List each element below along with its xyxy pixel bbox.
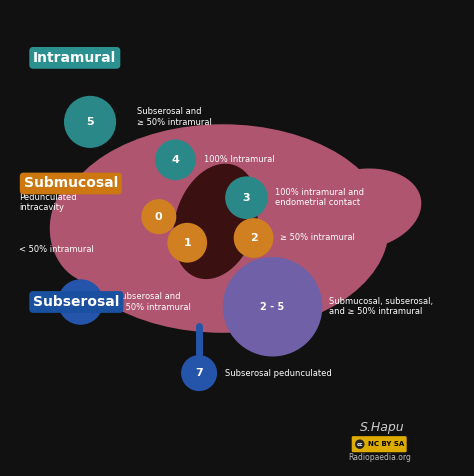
Ellipse shape: [299, 169, 421, 251]
Text: 6: 6: [77, 297, 84, 307]
Circle shape: [155, 139, 196, 180]
Circle shape: [58, 279, 103, 325]
Circle shape: [223, 257, 322, 357]
Circle shape: [355, 439, 365, 449]
Text: Subserosal and
≥ 50% intramural: Subserosal and ≥ 50% intramural: [137, 108, 212, 127]
Text: 5: 5: [86, 117, 94, 127]
Circle shape: [64, 96, 116, 148]
Circle shape: [181, 355, 217, 391]
Text: 1: 1: [183, 238, 191, 248]
Text: 2 - 5: 2 - 5: [260, 302, 285, 312]
Circle shape: [234, 218, 273, 258]
Text: ≥ 50% intramural: ≥ 50% intramural: [280, 234, 355, 242]
Circle shape: [167, 223, 207, 263]
Text: Intramural: Intramural: [33, 51, 117, 65]
Text: Pedunculated
intracavity: Pedunculated intracavity: [19, 193, 77, 212]
Ellipse shape: [173, 164, 258, 279]
Circle shape: [141, 199, 176, 234]
Text: S.Hapu: S.Hapu: [360, 421, 405, 434]
Text: < 50% intramural: < 50% intramural: [19, 245, 94, 254]
Text: 4: 4: [172, 155, 179, 165]
Text: cc: cc: [356, 442, 363, 446]
Text: Subserosal: Subserosal: [33, 295, 119, 309]
Ellipse shape: [50, 174, 140, 283]
Text: 7: 7: [195, 368, 203, 378]
Text: 100% intramural and
endometrial contact: 100% intramural and endometrial contact: [275, 188, 364, 208]
Text: 100% Intramural: 100% Intramural: [204, 155, 274, 164]
Circle shape: [225, 177, 268, 219]
FancyBboxPatch shape: [352, 436, 407, 452]
Text: Submucosal: Submucosal: [24, 177, 118, 190]
Text: 0: 0: [155, 212, 163, 222]
Text: NC BY SA: NC BY SA: [368, 441, 404, 447]
Text: Subserosal pedunculated: Subserosal pedunculated: [225, 368, 332, 377]
Ellipse shape: [57, 124, 389, 333]
Text: Radiopaedia.org: Radiopaedia.org: [348, 453, 410, 462]
Text: 3: 3: [243, 193, 250, 203]
Text: Subserosal and
< 50% intramural: Subserosal and < 50% intramural: [116, 292, 191, 312]
Text: Submucosal, subserosal,
and ≥ 50% intramural: Submucosal, subserosal, and ≥ 50% intram…: [329, 297, 434, 317]
Text: 2: 2: [250, 233, 257, 243]
